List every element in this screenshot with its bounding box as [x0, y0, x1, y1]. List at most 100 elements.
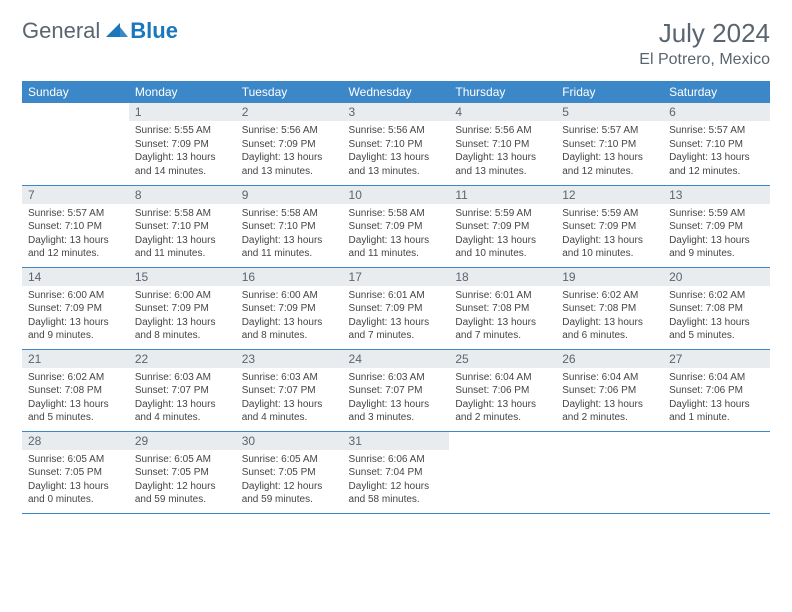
- day-details: Sunrise: 6:05 AMSunset: 7:05 PMDaylight:…: [129, 450, 236, 513]
- day-details: Sunrise: 6:02 AMSunset: 7:08 PMDaylight:…: [556, 286, 663, 349]
- day-number: 10: [343, 186, 450, 204]
- day-details: Sunrise: 6:03 AMSunset: 7:07 PMDaylight:…: [236, 368, 343, 431]
- day-details: Sunrise: 6:00 AMSunset: 7:09 PMDaylight:…: [22, 286, 129, 349]
- day-number: 26: [556, 350, 663, 368]
- calendar-cell: 18Sunrise: 6:01 AMSunset: 7:08 PMDayligh…: [449, 267, 556, 349]
- day-number: 16: [236, 268, 343, 286]
- calendar-cell: 13Sunrise: 5:59 AMSunset: 7:09 PMDayligh…: [663, 185, 770, 267]
- calendar-cell: 21Sunrise: 6:02 AMSunset: 7:08 PMDayligh…: [22, 349, 129, 431]
- day-header: Wednesday: [343, 81, 450, 103]
- title-block: July 2024 El Potrero, Mexico: [639, 18, 770, 69]
- day-number: 24: [343, 350, 450, 368]
- calendar-cell: 30Sunrise: 6:05 AMSunset: 7:05 PMDayligh…: [236, 431, 343, 513]
- calendar-row: 14Sunrise: 6:00 AMSunset: 7:09 PMDayligh…: [22, 267, 770, 349]
- day-number: 7: [22, 186, 129, 204]
- day-details: Sunrise: 5:59 AMSunset: 7:09 PMDaylight:…: [449, 204, 556, 267]
- day-details: Sunrise: 6:01 AMSunset: 7:09 PMDaylight:…: [343, 286, 450, 349]
- day-number: 13: [663, 186, 770, 204]
- day-number: 17: [343, 268, 450, 286]
- day-number: 30: [236, 432, 343, 450]
- day-details: Sunrise: 6:04 AMSunset: 7:06 PMDaylight:…: [449, 368, 556, 431]
- calendar-cell: 27Sunrise: 6:04 AMSunset: 7:06 PMDayligh…: [663, 349, 770, 431]
- day-number: 22: [129, 350, 236, 368]
- day-number: 8: [129, 186, 236, 204]
- calendar-cell: 10Sunrise: 5:58 AMSunset: 7:09 PMDayligh…: [343, 185, 450, 267]
- day-number: 12: [556, 186, 663, 204]
- day-number: 25: [449, 350, 556, 368]
- calendar-cell: 2Sunrise: 5:56 AMSunset: 7:09 PMDaylight…: [236, 103, 343, 185]
- calendar-cell: 14Sunrise: 6:00 AMSunset: 7:09 PMDayligh…: [22, 267, 129, 349]
- calendar-cell: 20Sunrise: 6:02 AMSunset: 7:08 PMDayligh…: [663, 267, 770, 349]
- day-details: Sunrise: 5:56 AMSunset: 7:09 PMDaylight:…: [236, 121, 343, 184]
- month-title: July 2024: [639, 18, 770, 49]
- day-header: Friday: [556, 81, 663, 103]
- day-details: Sunrise: 5:57 AMSunset: 7:10 PMDaylight:…: [556, 121, 663, 184]
- calendar-cell: 25Sunrise: 6:04 AMSunset: 7:06 PMDayligh…: [449, 349, 556, 431]
- calendar-cell: 5Sunrise: 5:57 AMSunset: 7:10 PMDaylight…: [556, 103, 663, 185]
- day-number: 21: [22, 350, 129, 368]
- calendar-cell: 3Sunrise: 5:56 AMSunset: 7:10 PMDaylight…: [343, 103, 450, 185]
- day-details: Sunrise: 5:57 AMSunset: 7:10 PMDaylight:…: [663, 121, 770, 184]
- calendar-cell: 19Sunrise: 6:02 AMSunset: 7:08 PMDayligh…: [556, 267, 663, 349]
- calendar-cell: 16Sunrise: 6:00 AMSunset: 7:09 PMDayligh…: [236, 267, 343, 349]
- day-number: 3: [343, 103, 450, 121]
- day-number: 15: [129, 268, 236, 286]
- logo-text-general: General: [22, 18, 100, 44]
- day-number: 29: [129, 432, 236, 450]
- day-number: 27: [663, 350, 770, 368]
- location: El Potrero, Mexico: [639, 51, 770, 69]
- calendar-cell: 28Sunrise: 6:05 AMSunset: 7:05 PMDayligh…: [22, 431, 129, 513]
- day-number: 9: [236, 186, 343, 204]
- calendar-row: 21Sunrise: 6:02 AMSunset: 7:08 PMDayligh…: [22, 349, 770, 431]
- day-details: Sunrise: 6:01 AMSunset: 7:08 PMDaylight:…: [449, 286, 556, 349]
- calendar-cell: 11Sunrise: 5:59 AMSunset: 7:09 PMDayligh…: [449, 185, 556, 267]
- day-number: 6: [663, 103, 770, 121]
- day-details: Sunrise: 5:55 AMSunset: 7:09 PMDaylight:…: [129, 121, 236, 184]
- day-details: Sunrise: 6:03 AMSunset: 7:07 PMDaylight:…: [129, 368, 236, 431]
- day-number: 5: [556, 103, 663, 121]
- day-details: Sunrise: 6:03 AMSunset: 7:07 PMDaylight:…: [343, 368, 450, 431]
- day-details: Sunrise: 5:58 AMSunset: 7:09 PMDaylight:…: [343, 204, 450, 267]
- logo-text-blue: Blue: [130, 18, 178, 44]
- day-header: Saturday: [663, 81, 770, 103]
- calendar-cell: 24Sunrise: 6:03 AMSunset: 7:07 PMDayligh…: [343, 349, 450, 431]
- day-details: Sunrise: 6:05 AMSunset: 7:05 PMDaylight:…: [22, 450, 129, 513]
- day-details: Sunrise: 6:05 AMSunset: 7:05 PMDaylight:…: [236, 450, 343, 513]
- day-details: Sunrise: 6:02 AMSunset: 7:08 PMDaylight:…: [663, 286, 770, 349]
- day-number: 1: [129, 103, 236, 121]
- day-details: Sunrise: 6:04 AMSunset: 7:06 PMDaylight:…: [556, 368, 663, 431]
- day-details: Sunrise: 5:59 AMSunset: 7:09 PMDaylight:…: [663, 204, 770, 267]
- day-number: 20: [663, 268, 770, 286]
- calendar-cell: [663, 431, 770, 513]
- calendar-cell: 22Sunrise: 6:03 AMSunset: 7:07 PMDayligh…: [129, 349, 236, 431]
- calendar-row: 28Sunrise: 6:05 AMSunset: 7:05 PMDayligh…: [22, 431, 770, 513]
- calendar-cell: 23Sunrise: 6:03 AMSunset: 7:07 PMDayligh…: [236, 349, 343, 431]
- calendar-row: 7Sunrise: 5:57 AMSunset: 7:10 PMDaylight…: [22, 185, 770, 267]
- calendar-cell: [556, 431, 663, 513]
- calendar-cell: 17Sunrise: 6:01 AMSunset: 7:09 PMDayligh…: [343, 267, 450, 349]
- calendar-cell: 4Sunrise: 5:56 AMSunset: 7:10 PMDaylight…: [449, 103, 556, 185]
- calendar-body: 1Sunrise: 5:55 AMSunset: 7:09 PMDaylight…: [22, 103, 770, 513]
- day-number: 31: [343, 432, 450, 450]
- calendar-cell: 26Sunrise: 6:04 AMSunset: 7:06 PMDayligh…: [556, 349, 663, 431]
- day-details: Sunrise: 5:58 AMSunset: 7:10 PMDaylight:…: [129, 204, 236, 267]
- calendar-cell: 9Sunrise: 5:58 AMSunset: 7:10 PMDaylight…: [236, 185, 343, 267]
- day-details: Sunrise: 6:00 AMSunset: 7:09 PMDaylight:…: [236, 286, 343, 349]
- calendar-cell: 29Sunrise: 6:05 AMSunset: 7:05 PMDayligh…: [129, 431, 236, 513]
- calendar-cell: 12Sunrise: 5:59 AMSunset: 7:09 PMDayligh…: [556, 185, 663, 267]
- calendar-cell: 31Sunrise: 6:06 AMSunset: 7:04 PMDayligh…: [343, 431, 450, 513]
- day-details: Sunrise: 5:58 AMSunset: 7:10 PMDaylight:…: [236, 204, 343, 267]
- calendar-head: SundayMondayTuesdayWednesdayThursdayFrid…: [22, 81, 770, 103]
- day-number: 18: [449, 268, 556, 286]
- day-number: 28: [22, 432, 129, 450]
- calendar-cell: 15Sunrise: 6:00 AMSunset: 7:09 PMDayligh…: [129, 267, 236, 349]
- day-number: 14: [22, 268, 129, 286]
- day-details: Sunrise: 6:02 AMSunset: 7:08 PMDaylight:…: [22, 368, 129, 431]
- day-number: 11: [449, 186, 556, 204]
- day-header: Thursday: [449, 81, 556, 103]
- day-header: Monday: [129, 81, 236, 103]
- calendar-cell: [449, 431, 556, 513]
- calendar-table: SundayMondayTuesdayWednesdayThursdayFrid…: [22, 81, 770, 514]
- logo: General Blue: [22, 18, 178, 44]
- day-number: 23: [236, 350, 343, 368]
